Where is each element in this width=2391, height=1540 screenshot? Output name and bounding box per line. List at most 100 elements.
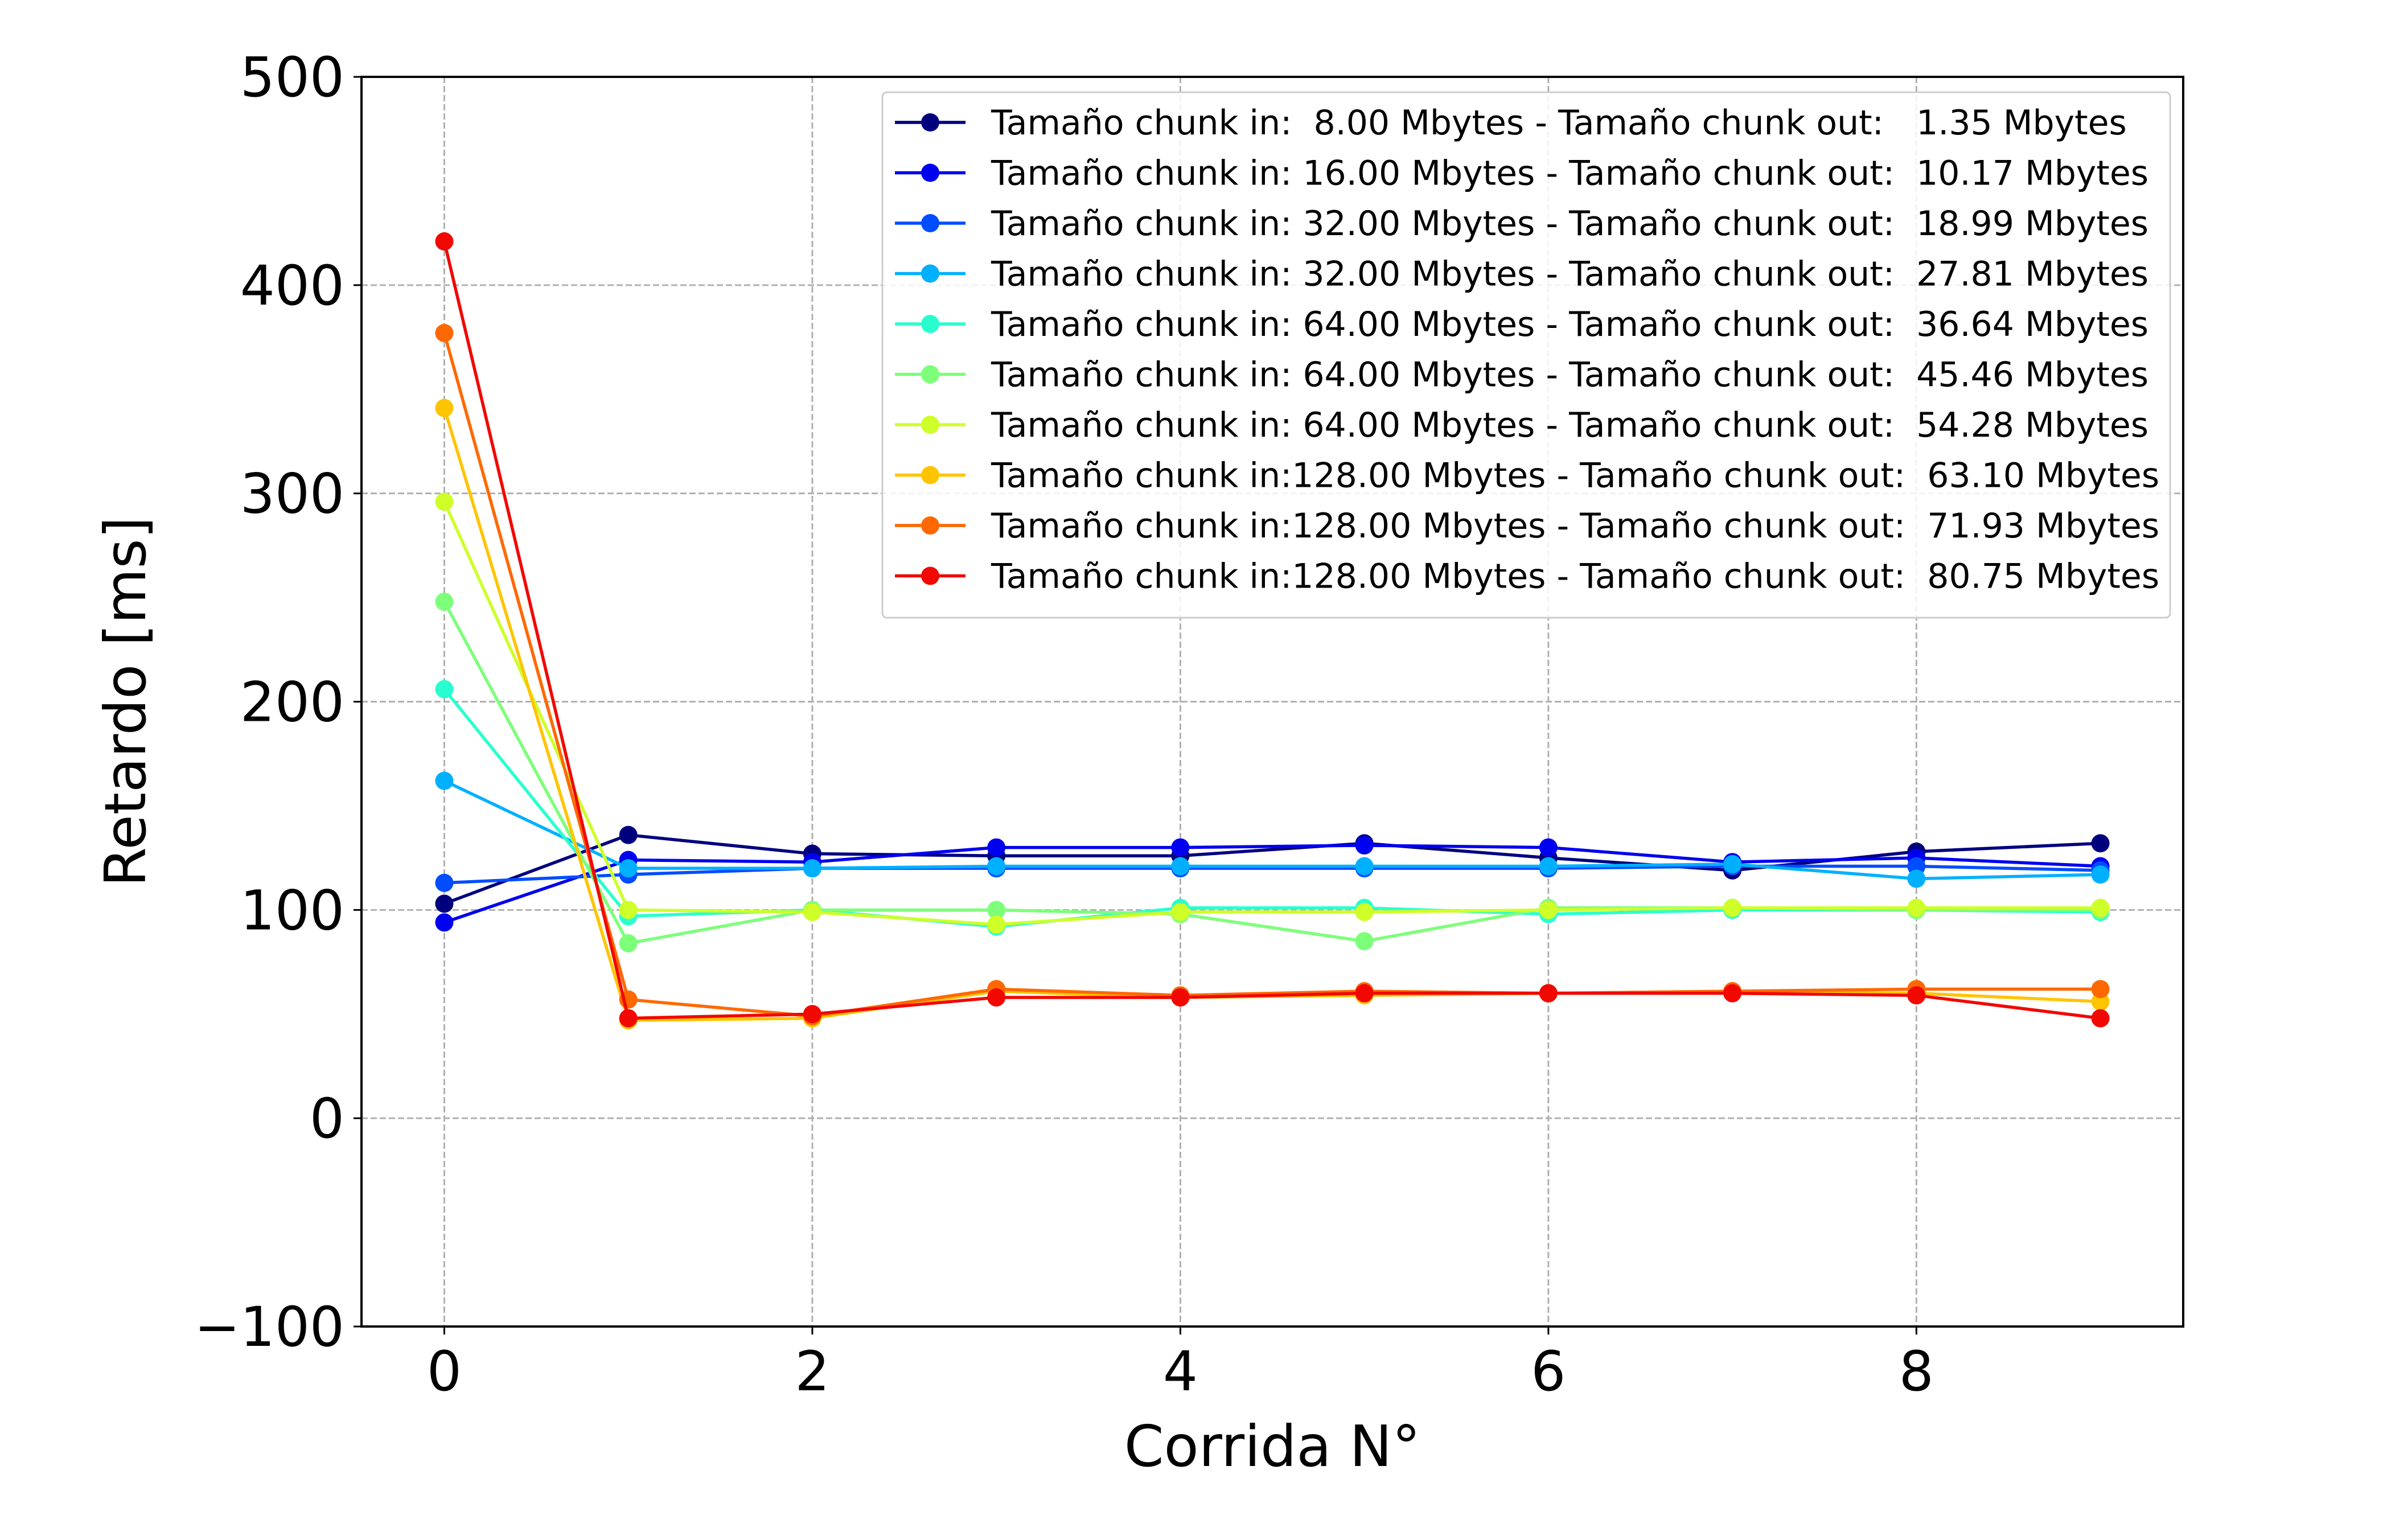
x-tick-label: 0 [427,1340,462,1403]
legend-marker [921,466,939,484]
data-point [803,859,821,878]
legend: Tamaño chunk in: 8.00 Mbytes - Tamaño ch… [881,91,2171,619]
series-line-2 [444,864,2101,885]
series-layer [435,232,2110,1030]
data-point [435,232,454,251]
legend-marker [921,214,939,232]
x-tick-label: 4 [1163,1340,1198,1403]
data-point [1355,984,1374,1003]
legend-label: Tamaño chunk in: 64.00 Mbytes - Tamaño c… [991,355,2148,395]
legend-label: Tamaño chunk in: 32.00 Mbytes - Tamaño c… [991,204,2148,244]
data-point [2091,1009,2110,1028]
data-point [435,323,454,342]
data-point [1907,857,1926,876]
series-6 [435,492,2110,934]
data-point [1723,984,1742,1003]
y-tick-label: −100 [194,1295,344,1359]
series-3 [435,771,2110,888]
y-tick-label: 0 [310,1087,344,1151]
data-point [1907,869,1926,888]
data-point [1355,836,1374,855]
data-point [435,771,454,790]
y-tick-label: 500 [240,46,344,109]
data-point [803,902,821,921]
legend-label: Tamaño chunk in: 8.00 Mbytes - Tamaño ch… [991,103,2127,143]
axis-ticks: 0 2 4 6 8 −100 0 100 200 300 400 500 [194,46,1934,1403]
data-point [619,859,638,878]
legend-marker [921,516,939,535]
legend-item: Tamaño chunk in:128.00 Mbytes - Tamaño c… [895,557,2159,597]
legend-marker [921,264,939,283]
series-line-3 [443,779,2101,881]
data-point [1171,857,1190,876]
data-point [1171,988,1190,1007]
x-axis-title: Corrida N° [1124,1413,1421,1480]
legend-item: Tamaño chunk in: 8.00 Mbytes - Tamaño ch… [895,103,2127,143]
data-point [1907,898,1926,917]
data-point [1171,902,1190,921]
legend-label: Tamaño chunk in:128.00 Mbytes - Tamaño c… [991,506,2159,546]
series-line-6 [442,501,2101,926]
legend-marker [921,163,939,182]
data-point [987,915,1006,934]
legend-label: Tamaño chunk in:128.00 Mbytes - Tamaño c… [991,456,2159,496]
y-tick-label: 300 [240,462,344,526]
legend-marker [921,416,939,434]
data-point [1539,984,1558,1003]
data-point [803,1005,821,1024]
legend-item: Tamaño chunk in: 64.00 Mbytes - Tamaño c… [895,355,2148,395]
series-line-9 [442,241,2101,1020]
data-point [435,873,454,892]
legend-label: Tamaño chunk in: 64.00 Mbytes - Tamaño c… [991,305,2148,344]
data-point [987,838,1006,857]
data-point [2091,865,2110,884]
data-point [619,1009,638,1028]
legend-label: Tamaño chunk in: 16.00 Mbytes - Tamaño c… [991,154,2148,194]
data-point [435,492,454,511]
y-axis-title: Retardo [ms] [92,516,159,886]
legend-item: Tamaño chunk in: 32.00 Mbytes - Tamaño c… [895,254,2148,294]
y-tick-label: 200 [240,671,344,734]
legend-item: Tamaño chunk in:128.00 Mbytes - Tamaño c… [895,456,2159,496]
data-point [2091,898,2110,917]
legend-box [881,91,2171,619]
data-point [619,934,638,952]
x-tick-label: 2 [795,1340,829,1403]
y-tick-label: 100 [240,878,344,942]
data-point [1355,932,1374,951]
series-line-8 [442,332,2101,1018]
data-point [1539,838,1558,857]
data-point [619,826,638,844]
legend-item: Tamaño chunk in: 16.00 Mbytes - Tamaño c… [895,154,2148,194]
legend-marker [921,315,939,333]
legend-marker [921,113,939,132]
legend-marker [921,566,939,585]
data-point [987,901,1006,919]
legend-marker [921,365,939,384]
data-point [435,913,454,932]
legend-item: Tamaño chunk in:128.00 Mbytes - Tamaño c… [895,506,2159,546]
data-point [1171,838,1190,857]
legend-label: Tamaño chunk in: 64.00 Mbytes - Tamaño c… [991,405,2148,445]
data-point [1907,986,1926,1005]
data-point [2091,980,2110,999]
legend-label: Tamaño chunk in:128.00 Mbytes - Tamaño c… [991,557,2159,597]
legend-item: Tamaño chunk in: 64.00 Mbytes - Tamaño c… [895,305,2148,344]
data-point [1355,902,1374,921]
y-tick-label: 400 [240,254,344,318]
legend-label: Tamaño chunk in: 32.00 Mbytes - Tamaño c… [991,254,2148,294]
data-point [987,988,1006,1007]
data-point [435,680,454,699]
data-point [1723,898,1742,917]
x-tick-label: 8 [1899,1340,1934,1403]
data-point [1539,901,1558,919]
series-9 [435,232,2110,1028]
legend-item: Tamaño chunk in: 32.00 Mbytes - Tamaño c… [895,204,2148,244]
data-point [2091,834,2110,853]
data-point [1539,857,1558,876]
data-point [1723,855,1742,873]
data-point [2091,992,2110,1011]
data-point [435,592,454,611]
